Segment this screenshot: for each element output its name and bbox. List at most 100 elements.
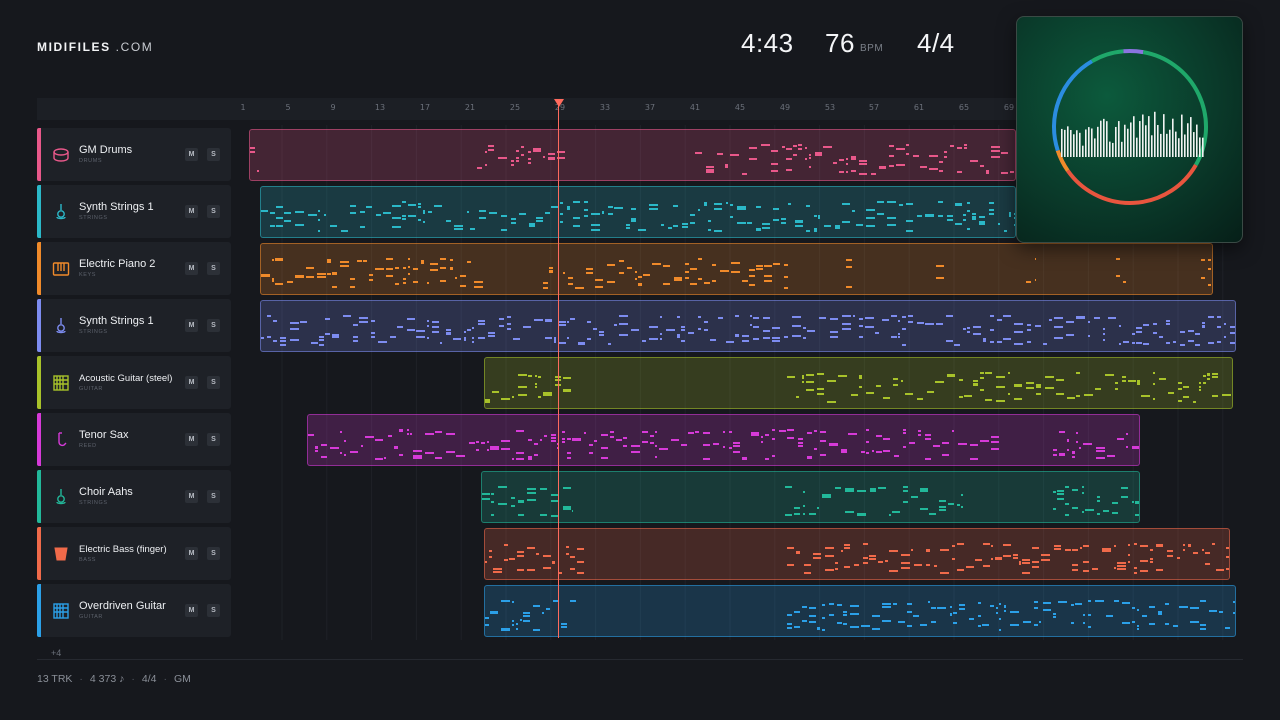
track-category: STRINGS (79, 500, 108, 506)
track-category: STRINGS (79, 329, 108, 335)
midi-region[interactable] (307, 414, 1140, 466)
midi-note (861, 451, 865, 453)
midi-note (324, 214, 326, 216)
midi-note (889, 155, 894, 157)
mute-button[interactable]: M (185, 376, 198, 389)
midi-note (602, 212, 604, 214)
midi-note (554, 337, 556, 339)
midi-note (1112, 502, 1118, 504)
track-header[interactable]: Synth Strings 1 STRINGS M S (37, 299, 231, 352)
solo-button[interactable]: S (207, 376, 220, 389)
midi-note (528, 162, 531, 164)
midi-region[interactable] (484, 357, 1233, 409)
solo-button[interactable]: S (207, 205, 220, 218)
midi-note (870, 490, 876, 492)
midi-region[interactable] (260, 300, 1236, 352)
midi-note (407, 433, 409, 435)
midi-note (1065, 486, 1069, 488)
midi-note (866, 217, 875, 219)
mute-button[interactable]: M (185, 433, 198, 446)
track-header[interactable]: Electric Bass (finger) BASS M S (37, 527, 231, 580)
site-logo[interactable]: MIDIFILES .COM (37, 40, 153, 54)
midi-region[interactable] (481, 471, 1140, 523)
midi-note (720, 270, 729, 272)
midi-region[interactable] (249, 129, 1016, 181)
midi-note (295, 275, 304, 277)
midi-note (663, 265, 670, 267)
midi-note (908, 321, 913, 323)
midi-note (507, 328, 511, 330)
midi-note (1122, 376, 1126, 378)
midi-note (392, 217, 401, 219)
midi-note (267, 336, 271, 338)
solo-button[interactable]: S (207, 148, 220, 161)
solo-button[interactable]: S (207, 547, 220, 560)
midi-note (518, 386, 527, 388)
midi-note (871, 173, 876, 175)
midi-note (903, 432, 906, 434)
midi-note (907, 625, 912, 627)
midi-note (551, 500, 559, 502)
midi-note (671, 439, 679, 441)
midi-note (376, 214, 381, 216)
midi-note (1094, 317, 1100, 319)
solo-button[interactable]: S (207, 262, 220, 275)
midi-region[interactable] (484, 585, 1236, 637)
midi-note (712, 280, 716, 282)
midi-note (786, 169, 792, 171)
midi-note (802, 620, 807, 622)
track-header[interactable]: GM Drums DRUMS M S (37, 128, 231, 181)
midi-note (642, 340, 646, 342)
playhead-marker[interactable] (554, 99, 564, 107)
midi-note (703, 432, 710, 434)
track-header[interactable]: Acoustic Guitar (steel) GUITAR M S (37, 356, 231, 409)
midi-note (1008, 393, 1010, 395)
midi-note (763, 337, 770, 339)
midi-note (1230, 332, 1235, 334)
mute-button[interactable]: M (185, 205, 198, 218)
midi-note (869, 558, 876, 560)
midi-note (1230, 342, 1235, 344)
midi-note (270, 225, 275, 227)
more-tracks-indicator[interactable]: +4 (51, 648, 62, 658)
playhead-line[interactable] (558, 103, 559, 638)
midi-region[interactable] (260, 243, 1213, 295)
midi-region[interactable] (484, 528, 1230, 580)
midi-note (939, 500, 946, 502)
solo-button[interactable]: S (207, 490, 220, 503)
midi-note (527, 499, 536, 501)
midi-note (1065, 514, 1069, 516)
mute-button[interactable]: M (185, 490, 198, 503)
midi-note (308, 214, 317, 216)
track-header[interactable]: Choir Aahs STRINGS M S (37, 470, 231, 523)
midi-note (878, 561, 883, 563)
midi-note (966, 566, 974, 568)
midi-note (1026, 281, 1031, 283)
track-header[interactable]: Synth Strings 1 STRINGS M S (37, 185, 231, 238)
solo-button[interactable]: S (207, 433, 220, 446)
timeline-ruler[interactable]: 1 5 9 13 17 21 25 29 33 37 41 45 49 53 57 61 65 69 (37, 98, 1243, 120)
solo-button[interactable]: S (207, 604, 220, 617)
ruler-tick: 41 (689, 103, 701, 112)
midi-note (859, 163, 867, 165)
midi-note (704, 321, 708, 323)
mute-button[interactable]: M (185, 547, 198, 560)
mute-button[interactable]: M (185, 148, 198, 161)
track-header[interactable]: Electric Piano 2 KEYS M S (37, 242, 231, 295)
midi-note (737, 208, 746, 210)
midi-note (1049, 319, 1052, 321)
midi-note (913, 615, 919, 617)
midi-note (991, 146, 1000, 148)
midi-note (601, 457, 608, 459)
midi-note (750, 315, 752, 317)
solo-button[interactable]: S (207, 319, 220, 332)
midi-note (837, 622, 842, 624)
midi-note (795, 221, 803, 223)
track-header[interactable]: Tenor Sax REED M S (37, 413, 231, 466)
mute-button[interactable]: M (185, 262, 198, 275)
mute-button[interactable]: M (185, 319, 198, 332)
midi-note (901, 567, 910, 569)
mute-button[interactable]: M (185, 604, 198, 617)
track-header[interactable]: Overdriven Guitar GUITAR M S (37, 584, 231, 637)
midi-region[interactable] (260, 186, 1016, 238)
